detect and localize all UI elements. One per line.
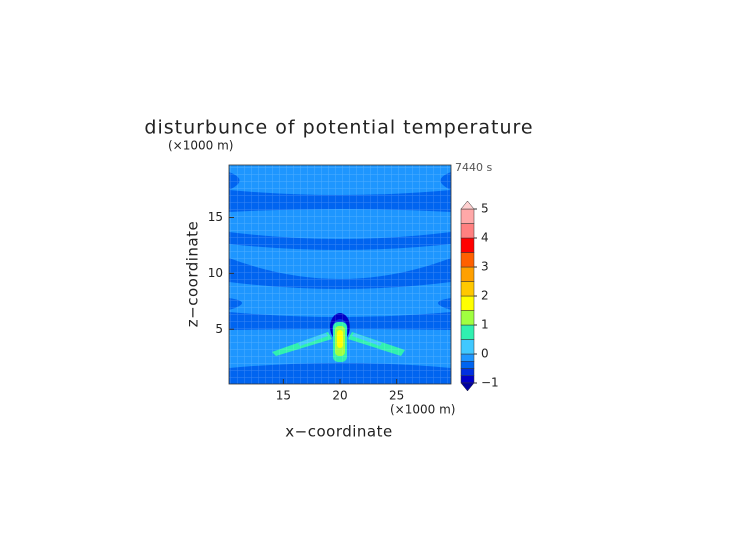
colorbar-box <box>460 237 475 253</box>
colorbar-over <box>460 200 475 210</box>
colorbar-under <box>460 382 475 392</box>
x-tick-label: 15 <box>276 389 291 403</box>
colorbar-box <box>460 353 475 362</box>
chart-title: disturbunce of potential temperature <box>144 117 533 139</box>
colorbar-box <box>460 266 475 282</box>
colorbar-box <box>460 310 475 326</box>
colorbar-box <box>460 252 475 268</box>
x-tick-label: 20 <box>332 389 347 403</box>
y-tick-label: 10 <box>208 266 223 280</box>
colorbar-box <box>460 368 475 376</box>
colorbar-box <box>460 295 475 311</box>
colorbar-box <box>460 208 475 224</box>
colorbar-box <box>460 223 475 239</box>
x-unit: (×1000 m) <box>390 403 455 417</box>
colorbar-label: 1 <box>481 318 489 332</box>
contour-field <box>229 165 451 384</box>
colorbar-label: 4 <box>481 231 489 245</box>
y-unit: (×1000 m) <box>168 139 233 153</box>
colorbar-label: 0 <box>481 347 489 361</box>
colorbar-box <box>460 281 475 297</box>
colorbar-label: 3 <box>481 260 489 274</box>
colorbar-label: 5 <box>481 202 489 216</box>
y-tick-label: 5 <box>215 322 223 336</box>
time-label: 7440 s <box>455 161 492 174</box>
cell-grid <box>229 165 451 384</box>
x-tick-label: 25 <box>389 389 404 403</box>
x-axis-label: x−coordinate <box>285 423 392 441</box>
y-tick-label: 15 <box>208 210 223 224</box>
colorbar-box <box>460 339 475 355</box>
colorbar-label: 2 <box>481 289 489 303</box>
colorbar-box <box>460 361 475 369</box>
colorbar-box <box>460 375 475 384</box>
colorbar-label: −1 <box>481 376 499 390</box>
y-axis-label: z−coordinate <box>184 221 202 327</box>
colorbar-box <box>460 324 475 340</box>
